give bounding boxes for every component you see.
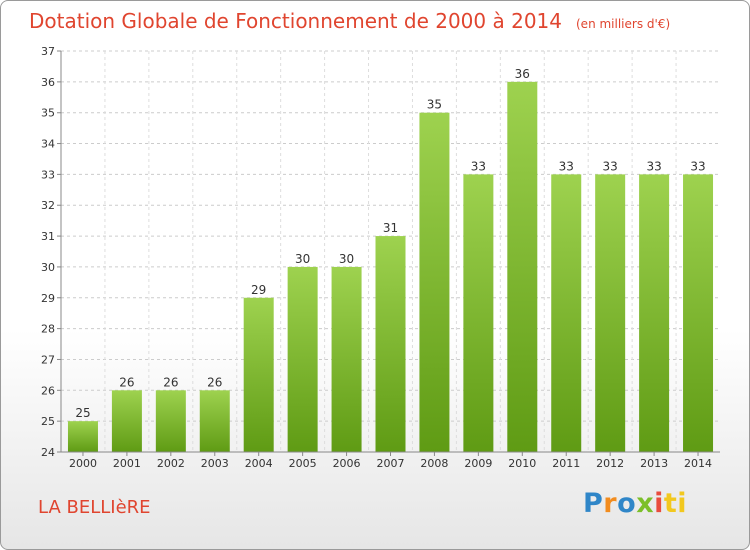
bar [331, 266, 362, 452]
bar [507, 81, 538, 452]
y-tick-label: 35 [41, 107, 55, 120]
bar [419, 112, 450, 452]
data-label: 33 [471, 159, 486, 173]
bars-layer: 25 26 26 26 29 30 30 31 35 33 36 33 33 33 33 [67, 67, 714, 452]
bar [551, 174, 582, 452]
logo-letter-p: P [583, 488, 604, 519]
data-label: 33 [559, 159, 574, 173]
chart-unit-label: (en milliers d'€) [576, 17, 671, 31]
data-label: 33 [690, 159, 705, 173]
y-tick-label: 28 [41, 323, 55, 336]
y-tick-label: 36 [41, 76, 55, 89]
logo-letter-o: o [617, 488, 637, 519]
data-label: 36 [515, 67, 530, 81]
bar [375, 236, 406, 452]
data-label: 33 [603, 159, 618, 173]
commune-name: LA BELLIèRE [38, 497, 151, 518]
bar [243, 297, 274, 452]
bar [595, 174, 626, 452]
y-tick-label: 37 [41, 45, 55, 58]
logo-letter-r: r [603, 488, 618, 519]
data-label: 31 [383, 221, 398, 235]
x-tick-label: 2010 [508, 457, 536, 470]
x-tick-label: 2006 [333, 457, 361, 470]
x-tick-label: 2013 [640, 457, 668, 470]
y-tick-label: 32 [41, 199, 55, 212]
chart-title-text: Dotation Globale de Fonctionnement de 20… [29, 9, 562, 33]
bar [683, 174, 714, 452]
y-tick-label: 24 [41, 446, 55, 459]
bar [463, 174, 494, 452]
bar [199, 390, 230, 452]
logo-letters-ti: ti [663, 488, 688, 519]
x-tick-label: 2008 [420, 457, 448, 470]
x-tick-label: 2007 [377, 457, 405, 470]
x-tick-label: 2004 [245, 457, 273, 470]
bar [155, 390, 186, 452]
data-label: 26 [207, 375, 222, 389]
bar [111, 390, 142, 452]
axis-layer: 24 25 26 27 28 29 30 31 32 33 34 35 36 37 2000 2001 2002… [41, 45, 720, 470]
logo-letter-x: x [636, 488, 655, 519]
x-tick-label: 2001 [113, 457, 141, 470]
bar [67, 421, 98, 452]
y-tick-label: 29 [41, 292, 55, 305]
proxiti-logo: Proxiti [583, 488, 687, 519]
y-tick-label: 33 [41, 168, 55, 181]
logo-letter-i: i [654, 488, 664, 519]
y-tick-label: 25 [41, 415, 55, 428]
data-label: 25 [75, 406, 90, 420]
y-tick-label: 30 [41, 261, 55, 274]
x-tick-label: 2014 [684, 457, 712, 470]
chart-title: Dotation Globale de Fonctionnement de 20… [29, 9, 670, 33]
x-tick-label: 2011 [552, 457, 580, 470]
data-label: 26 [119, 375, 134, 389]
x-tick-label: 2009 [464, 457, 492, 470]
data-label: 29 [251, 283, 266, 297]
data-label: 30 [339, 252, 354, 266]
x-tick-label: 2005 [289, 457, 317, 470]
y-tick-label: 34 [41, 138, 55, 151]
x-tick-label: 2002 [157, 457, 185, 470]
data-label: 33 [646, 159, 661, 173]
y-tick-label: 26 [41, 384, 55, 397]
bar [287, 266, 318, 452]
x-tick-label: 2012 [596, 457, 624, 470]
bar [639, 174, 670, 452]
data-label: 26 [163, 375, 178, 389]
x-tick-label: 2003 [201, 457, 229, 470]
y-tick-label: 31 [41, 230, 55, 243]
data-label: 35 [427, 98, 442, 112]
data-label: 30 [295, 252, 310, 266]
y-tick-label: 27 [41, 353, 55, 366]
x-tick-label: 2000 [69, 457, 97, 470]
